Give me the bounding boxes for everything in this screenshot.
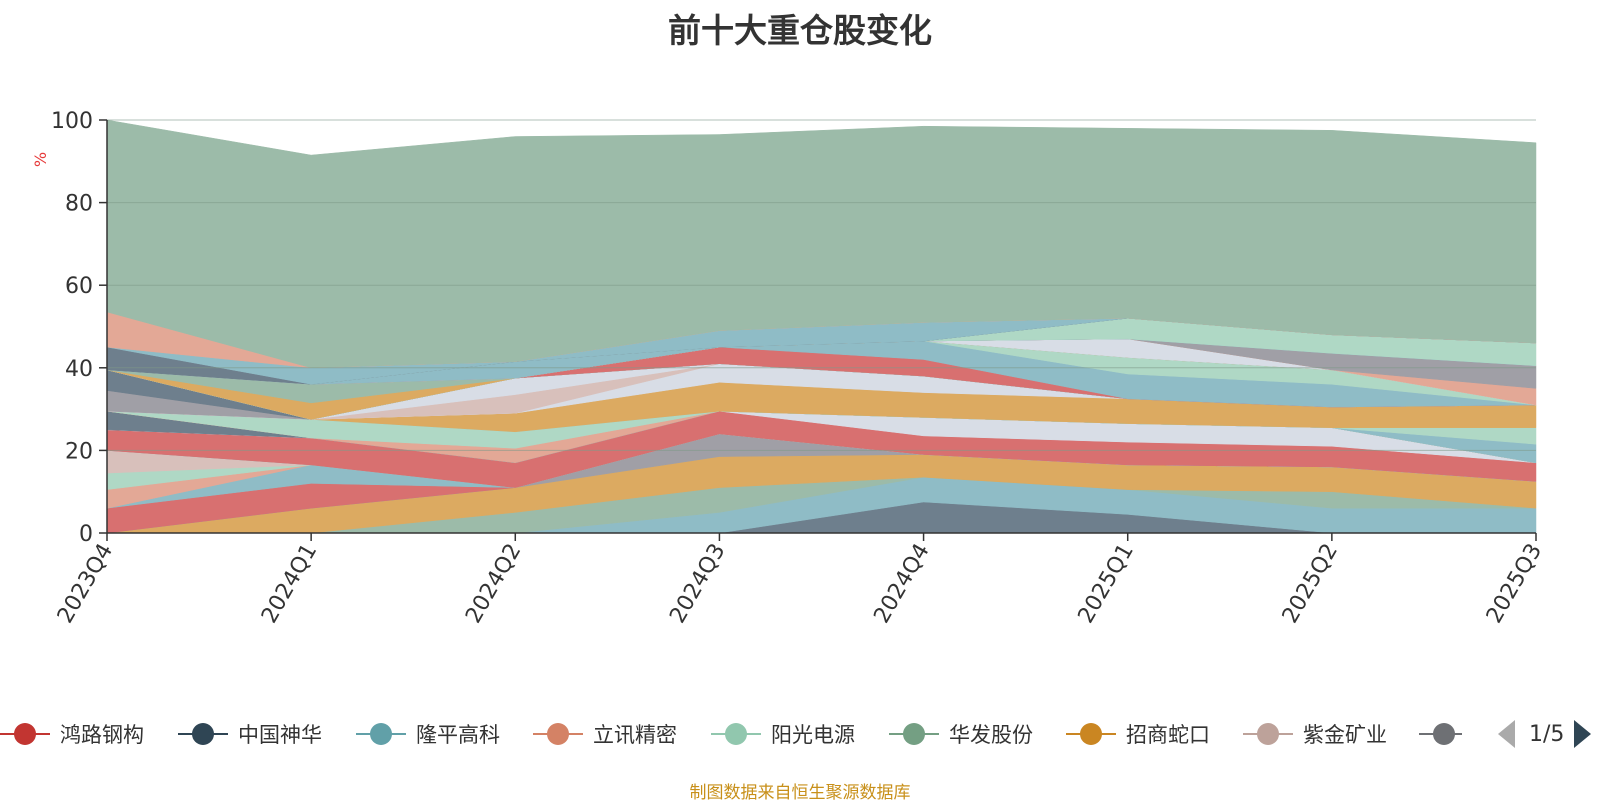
legend-items: 鸿路钢构 中国神华 隆平高科 立讯精密 阳光电源 华发股份 招商蛇口 紫金矿业 三 bbox=[0, 718, 1462, 750]
chart-title: 前十大重仓股变化 bbox=[668, 11, 932, 50]
area-series-39 bbox=[106, 119, 1537, 369]
legend: 鸿路钢构 中国神华 隆平高科 立讯精密 阳光电源 华发股份 招商蛇口 紫金矿业 三 bbox=[0, 718, 1600, 750]
x-tick-label: 2024Q2 bbox=[461, 540, 526, 628]
x-tick-label: 2025Q2 bbox=[1278, 540, 1343, 628]
legend-item[interactable]: 鸿路钢构 bbox=[0, 718, 144, 750]
legend-label: 紫金矿业 bbox=[1303, 723, 1387, 747]
legend-prev-page-icon[interactable] bbox=[1498, 720, 1515, 748]
legend-label: 招商蛇口 bbox=[1126, 723, 1210, 747]
y-tick-label: 100 bbox=[51, 109, 93, 134]
legend-item[interactable]: 招商蛇口 bbox=[1066, 718, 1210, 750]
legend-label: 立讯精密 bbox=[593, 723, 677, 747]
y-tick-label: 20 bbox=[65, 439, 93, 464]
y-tick-label: 0 bbox=[79, 522, 93, 547]
legend-label: 华发股份 bbox=[949, 723, 1033, 747]
legend-pager: 1/5 bbox=[1498, 718, 1592, 750]
legend-marker-icon bbox=[533, 721, 583, 747]
legend-marker-icon bbox=[356, 721, 406, 747]
legend-item[interactable]: 华发股份 bbox=[889, 718, 1033, 750]
legend-item[interactable]: 三 bbox=[1419, 718, 1462, 750]
stacked-areas bbox=[106, 119, 1537, 534]
legend-item[interactable]: 隆平高科 bbox=[356, 718, 500, 750]
y-tick-label: 60 bbox=[65, 274, 93, 299]
x-tick-label: 2023Q4 bbox=[53, 540, 118, 628]
grid-lines bbox=[107, 119, 1536, 451]
legend-label: 隆平高科 bbox=[416, 723, 500, 747]
legend-label: 阳光电源 bbox=[771, 723, 855, 747]
x-tick-label: 2025Q3 bbox=[1482, 540, 1547, 628]
legend-item[interactable]: 中国神华 bbox=[178, 718, 322, 750]
x-tick-label: 2024Q4 bbox=[869, 540, 934, 628]
legend-label: 鸿路钢构 bbox=[60, 723, 144, 747]
x-tick-label: 2025Q1 bbox=[1074, 540, 1139, 628]
legend-marker-icon bbox=[1243, 721, 1293, 747]
legend-marker-icon bbox=[889, 721, 939, 747]
legend-marker-icon bbox=[711, 721, 761, 747]
y-tick-label: 80 bbox=[65, 192, 93, 217]
x-tick-label: 2024Q3 bbox=[665, 540, 730, 628]
chart-plot: 0 20 40 60 80 100 2023Q4 2024Q1 2024Q2 2024Q3 2024… bbox=[51, 109, 1547, 628]
legend-marker-icon bbox=[1419, 721, 1462, 747]
legend-label: 中国神华 bbox=[238, 723, 322, 747]
legend-page-indicator: 1/5 bbox=[1529, 721, 1565, 747]
legend-marker-icon bbox=[1066, 721, 1116, 747]
data-source-note: 制图数据来自恒生聚源数据库 bbox=[689, 783, 911, 803]
legend-marker-icon bbox=[178, 721, 228, 747]
legend-item[interactable]: 紫金矿业 bbox=[1243, 718, 1387, 750]
legend-item[interactable]: 立讯精密 bbox=[533, 718, 677, 750]
legend-next-page-icon[interactable] bbox=[1574, 720, 1592, 748]
legend-item[interactable]: 阳光电源 bbox=[711, 718, 855, 750]
legend-marker-icon bbox=[0, 721, 50, 747]
y-tick-label: 40 bbox=[65, 357, 93, 382]
x-tick-label: 2024Q1 bbox=[257, 540, 322, 628]
